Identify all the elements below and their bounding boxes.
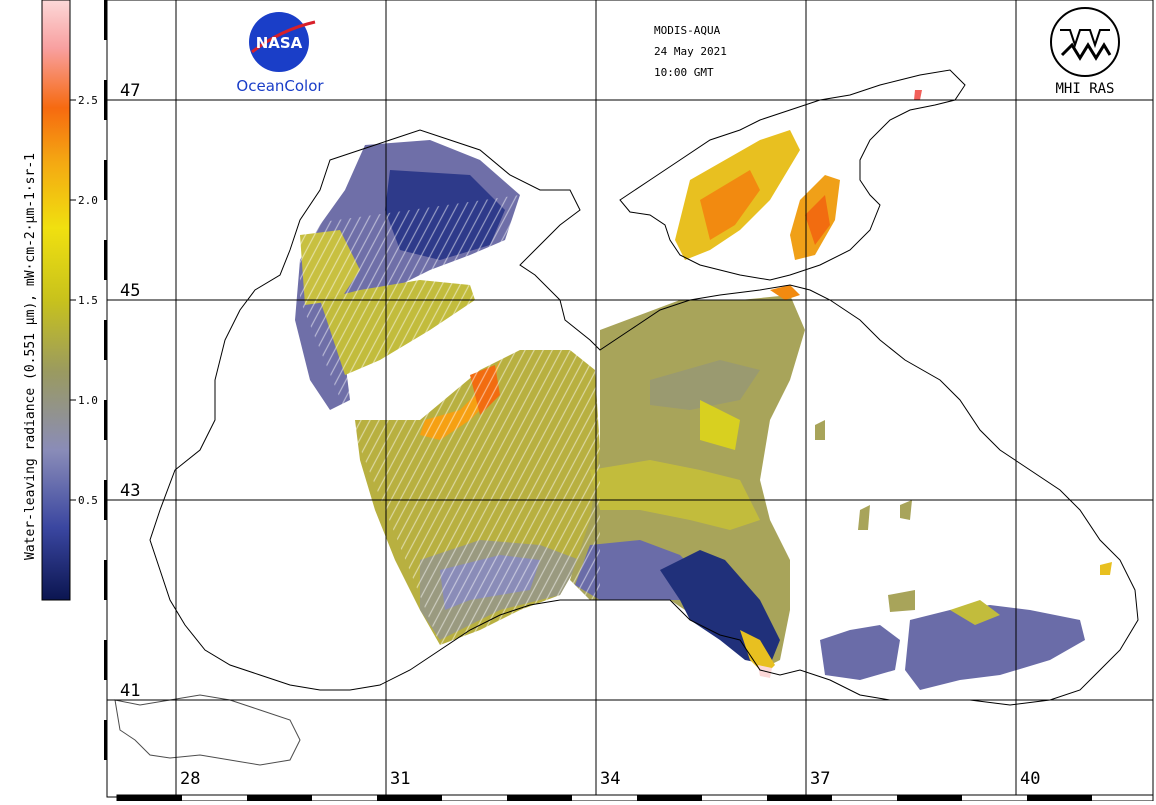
colorbar-tick: 1.0: [78, 394, 98, 407]
colorbar-gradient: [41, 0, 71, 601]
lon-label: 31: [390, 769, 410, 789]
mhi-logo-icon: [1050, 7, 1120, 77]
latitude-labels: 47 45 43 41: [120, 81, 140, 701]
colorbar-title: Water-leaving radiance (0.551 µm), mW·cm…: [23, 153, 38, 560]
nasa-logo: NASA OceanColor: [236, 12, 324, 95]
acquisition-time: 10:00 GMT: [654, 66, 714, 79]
lon-label: 37: [810, 769, 830, 789]
oceancolor-label: OceanColor: [236, 77, 324, 95]
lat-label: 45: [120, 281, 140, 301]
colorbar-tick: 0.5: [78, 494, 98, 507]
image-header: MODIS-AQUA 24 May 2021 10:00 GMT: [654, 24, 727, 79]
radiance-data-layer: [295, 90, 1112, 690]
lon-label: 40: [1020, 769, 1040, 789]
colorbar: 2.5 2.0 1.5 1.0 0.5 Water-leaving radian…: [23, 0, 98, 601]
graticule: [107, 0, 1153, 797]
longitude-labels: 28 31 34 37 40: [180, 769, 1040, 789]
nasa-wordmark: NASA: [256, 34, 303, 52]
bottom-scale-bar: [116, 794, 1154, 802]
left-scale-bar: [104, 0, 108, 797]
coastline: [114, 69, 1139, 766]
acquisition-date: 24 May 2021: [654, 45, 727, 58]
colorbar-tick: 1.5: [78, 294, 98, 307]
mhi-ras-label: MHI RAS: [1055, 81, 1114, 97]
lon-label: 28: [180, 769, 200, 789]
colorbar-tick: 2.5: [78, 94, 98, 107]
lat-label: 43: [120, 481, 140, 501]
colorbar-tick: 2.0: [78, 194, 98, 207]
lon-label: 34: [600, 769, 620, 789]
satellite-name: MODIS-AQUA: [654, 24, 721, 37]
lat-label: 41: [120, 681, 140, 701]
lat-label: 47: [120, 81, 140, 101]
mhi-ras-logo: MHI RAS: [1050, 7, 1120, 97]
